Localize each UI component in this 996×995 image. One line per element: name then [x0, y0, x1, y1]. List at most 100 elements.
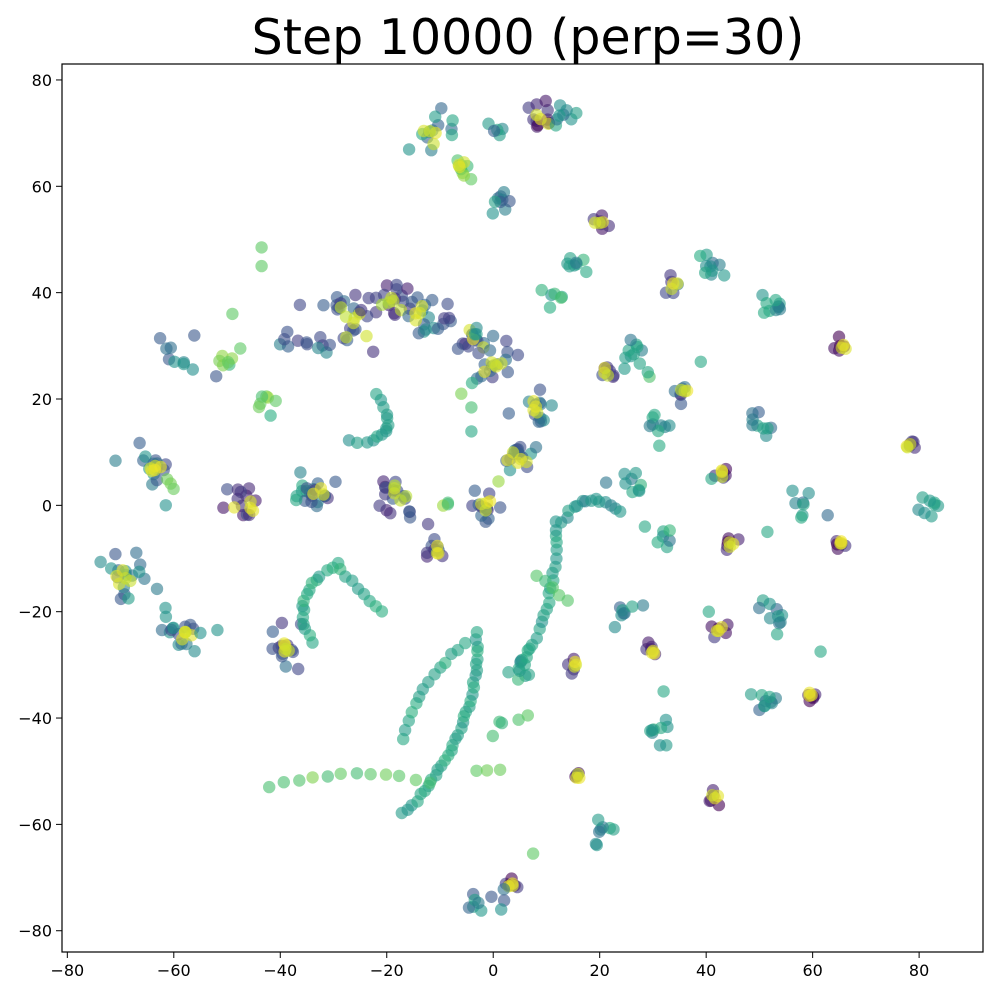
scatter-point — [317, 488, 330, 501]
scatter-point — [619, 477, 632, 490]
scatter-point — [405, 295, 419, 309]
scatter-point — [375, 605, 389, 618]
scatter-point — [441, 297, 454, 311]
scatter-point — [770, 628, 784, 641]
scatter-point — [470, 764, 483, 777]
scatter-point — [694, 355, 707, 368]
scatter-point — [409, 773, 423, 787]
scatter-point — [398, 723, 412, 737]
scatter-point — [529, 441, 543, 454]
scatter-point — [561, 594, 574, 607]
scatter-point — [803, 686, 816, 699]
scatter-point — [275, 616, 289, 630]
scatter-point — [293, 774, 306, 787]
scatter-point — [614, 505, 627, 518]
scatter-point — [431, 322, 445, 335]
scatter-point — [503, 463, 517, 477]
x-tick-label: 40 — [696, 961, 716, 980]
scatter-point — [472, 896, 485, 910]
scatter-point — [109, 454, 122, 467]
scatter-point — [478, 365, 491, 378]
scatter-point — [744, 688, 758, 701]
scatter-point — [269, 394, 282, 408]
scatter-point — [351, 436, 364, 449]
y-tick-label: 0 — [42, 496, 52, 515]
scatter-point — [423, 776, 437, 789]
scatter-point — [290, 493, 303, 507]
scatter-point — [705, 472, 718, 485]
scatter-point — [154, 460, 167, 474]
scatter-point — [122, 592, 135, 605]
scatter-point — [252, 400, 266, 414]
scatter-point — [497, 186, 511, 199]
scatter-point — [228, 501, 241, 514]
y-tick-label: 40 — [32, 284, 52, 303]
scatter-point — [641, 366, 654, 379]
scatter-point — [350, 767, 364, 780]
scatter-point — [409, 307, 422, 320]
scatter-point — [529, 400, 543, 413]
scatter-point — [421, 517, 435, 531]
scatter-point — [347, 316, 360, 330]
scatter-point — [312, 341, 325, 355]
scatter-point — [702, 605, 715, 618]
scatter-point — [918, 506, 931, 520]
scatter-point — [159, 610, 173, 623]
scatter-point — [834, 535, 848, 548]
scatter-point — [500, 334, 513, 348]
scatter-point — [360, 329, 373, 343]
scatter-point — [390, 278, 403, 292]
scatter-point — [438, 312, 451, 325]
scatter-point — [465, 425, 478, 438]
scatter-point — [167, 482, 180, 496]
scatter-point — [580, 265, 593, 279]
scatter-point — [488, 195, 502, 208]
scatter-point — [674, 397, 688, 411]
scatter-point — [130, 546, 143, 559]
scatter-point — [385, 291, 398, 305]
scatter-point — [608, 620, 622, 634]
scatter-point — [663, 534, 676, 547]
scatter-point — [545, 399, 558, 412]
scatter-point — [553, 99, 567, 112]
scatter-point — [502, 666, 515, 679]
y-tick-label: −40 — [18, 709, 52, 728]
x-tick-label: 20 — [590, 961, 610, 980]
scatter-points — [94, 94, 945, 917]
scatter-point — [821, 509, 834, 522]
scatter-point — [601, 369, 615, 382]
scatter-point — [124, 574, 137, 588]
scatter-point — [429, 110, 442, 123]
y-tick-label: −20 — [18, 603, 52, 622]
scatter-point — [399, 490, 413, 503]
scatter-point — [901, 441, 914, 454]
scatter-point — [294, 466, 307, 479]
scatter-point — [651, 536, 664, 549]
scatter-point — [550, 552, 563, 565]
scatter-point — [814, 645, 827, 658]
scatter-point — [379, 488, 392, 501]
scatter-point — [494, 501, 507, 514]
scatter-point — [633, 357, 646, 370]
scatter-point — [599, 476, 613, 489]
scatter-point — [367, 345, 380, 358]
scatter-point — [452, 158, 465, 172]
scatter-point — [210, 370, 223, 383]
scatter-point — [512, 713, 525, 726]
scatter-point — [451, 342, 465, 355]
x-tick-label: 80 — [909, 961, 929, 980]
scatter-point — [636, 599, 650, 612]
x-axis: −80 −60 −40 −20 0 20 40 60 80 — [50, 952, 929, 980]
scatter-point — [746, 418, 759, 432]
scatter-point — [155, 623, 169, 637]
scatter-point — [465, 376, 479, 390]
scatter-point — [837, 338, 850, 352]
scatter-point — [495, 903, 508, 916]
scatter-point — [231, 483, 245, 496]
scatter-point — [629, 466, 642, 480]
x-tick-label: 60 — [802, 961, 822, 980]
scatter-point — [159, 601, 172, 615]
scatter-point — [795, 511, 808, 524]
scatter-point — [624, 333, 637, 347]
